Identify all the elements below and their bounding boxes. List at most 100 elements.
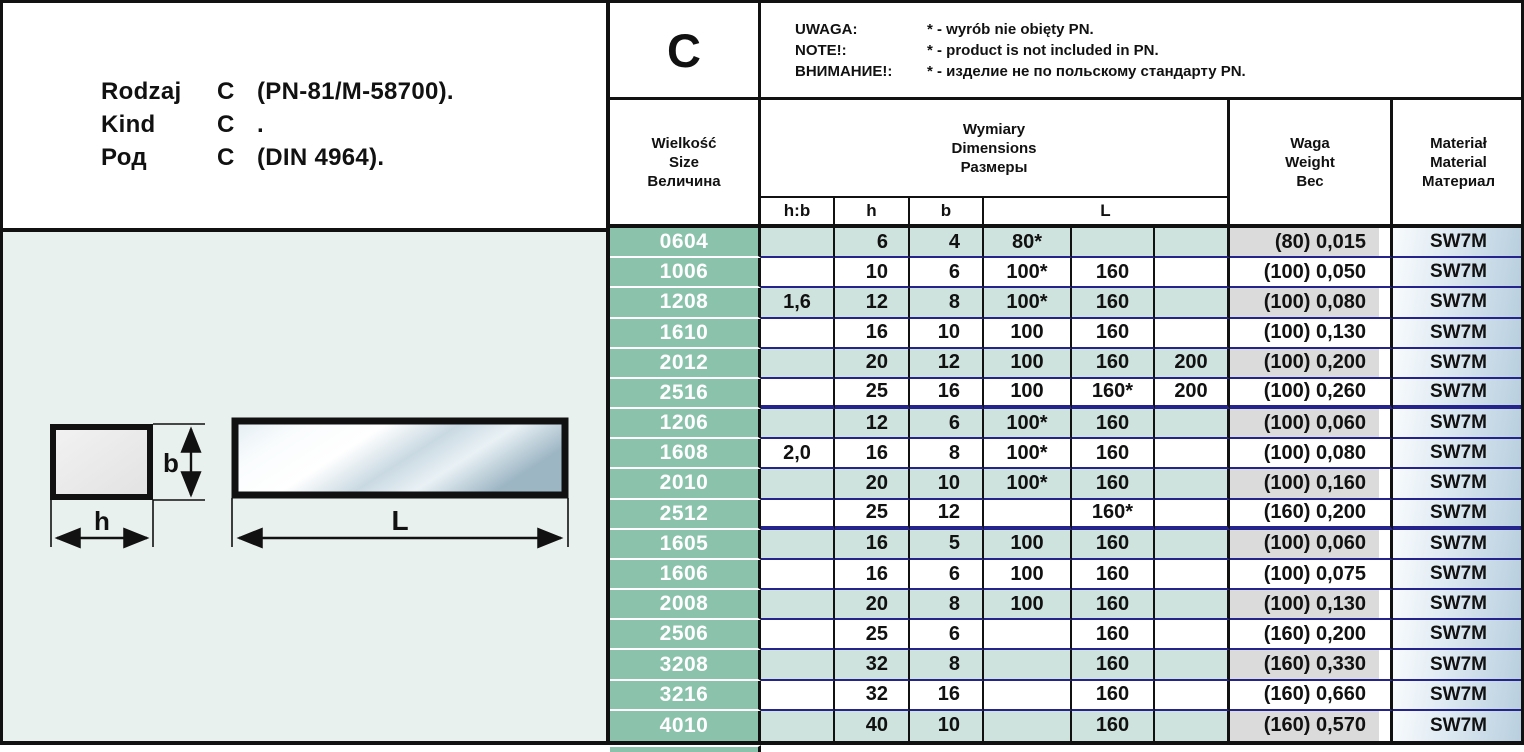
cell-size: 4010	[610, 710, 761, 741]
table-body: 0604 6 4 80* (80) 0,015 SW7M 1006 10 6 1…	[610, 228, 1524, 741]
cell-l1	[984, 499, 1072, 530]
cell-b: 10	[910, 318, 984, 349]
cell-l3	[1155, 228, 1230, 259]
cell-l3	[1155, 620, 1230, 651]
cell-l3	[1155, 258, 1230, 289]
cell-l1: 100*	[984, 469, 1072, 500]
cell-hb-ratio	[761, 469, 835, 500]
cell-l1: 100	[984, 529, 1072, 560]
cell-material: SW7M	[1393, 529, 1524, 560]
cell-l2: 160	[1072, 590, 1155, 621]
cell-h: 16	[835, 318, 910, 349]
cell-h: 32	[835, 680, 910, 711]
cell-b: 8	[910, 650, 984, 681]
note-text: * - изделие не по польскому стандарту PN…	[927, 62, 1246, 80]
subheader-b: b	[910, 198, 984, 228]
cell-hb-ratio	[761, 559, 835, 591]
cell-hb-ratio	[761, 348, 835, 379]
cell-weight: (160) 0,330	[1230, 650, 1393, 681]
cell-l2: 160	[1072, 348, 1155, 379]
title-line-russian: Род C (DIN 4964).	[101, 141, 606, 174]
cell-hb-ratio	[761, 258, 835, 289]
cell-hb-ratio	[761, 228, 835, 259]
note-line-polish: UWAGA: * - wyrób nie obięty PN.	[795, 19, 1094, 40]
cell-l3	[1155, 590, 1230, 621]
cell-hb-ratio	[761, 620, 835, 651]
title-standard: .	[257, 111, 264, 138]
cell-hb-ratio	[761, 318, 835, 349]
cell-material: SW7M	[1393, 710, 1524, 741]
cell-l2	[1072, 228, 1155, 259]
cell-l3: 200	[1155, 378, 1230, 410]
cell-hb-ratio	[761, 378, 835, 410]
cell-hb-ratio	[761, 710, 835, 741]
cell-size: 2008	[610, 590, 761, 621]
cell-b: 16	[910, 680, 984, 711]
cell-h: 20	[835, 590, 910, 621]
cell-h: 10	[835, 258, 910, 289]
cell-b: 10	[910, 469, 984, 500]
cell-material: SW7M	[1393, 620, 1524, 651]
dimension-diagram: b h L	[50, 417, 569, 549]
note-text: * - wyrób nie obięty PN.	[927, 20, 1094, 38]
cell-weight: (100) 0,080	[1230, 288, 1393, 319]
cell-material: SW7M	[1393, 409, 1524, 440]
cell-hb-ratio: 2,0	[761, 439, 835, 470]
cell-h: 16	[835, 559, 910, 591]
header-material: Materiał Material Материал	[1393, 100, 1524, 228]
cell-hb-ratio	[761, 680, 835, 711]
note-label: ВНИМАНИЕ!:	[795, 62, 893, 80]
cell-l1: 100	[984, 318, 1072, 349]
cell-l3	[1155, 318, 1230, 349]
cell-hb-ratio	[761, 529, 835, 560]
table-header: C UWAGA: * - wyrób nie obięty PN. NOTE!:…	[610, 3, 1524, 228]
cell-h: 20	[835, 469, 910, 500]
cell-h: 16	[835, 439, 910, 470]
cell-l3	[1155, 499, 1230, 530]
cell-weight: (100) 0,080	[1230, 439, 1393, 470]
cell-size: 1608	[610, 439, 761, 470]
cell-material: SW7M	[1393, 288, 1524, 319]
title-box: Rodzaj C (PN-81/M-58700). Kind C . Род C…	[0, 0, 610, 232]
cell-material: SW7M	[1393, 228, 1524, 259]
cell-weight: (100) 0,060	[1230, 529, 1393, 560]
cell-size: 1208	[610, 288, 761, 319]
header-size: Wielkość Size Величина	[610, 100, 761, 228]
cell-weight: (160) 0,200	[1230, 499, 1393, 530]
subheader-h: h	[835, 198, 910, 228]
title-label: Род	[101, 144, 147, 171]
cell-l1: 100	[984, 590, 1072, 621]
cell-hb-ratio	[761, 650, 835, 681]
cell-l2: 160	[1072, 650, 1155, 681]
cell-h: 32	[835, 650, 910, 681]
cell-size: 1610	[610, 318, 761, 349]
cell-l1	[984, 710, 1072, 741]
cell-b: 16	[910, 378, 984, 410]
cell-material: SW7M	[1393, 348, 1524, 379]
title-kind-letter: C	[217, 111, 235, 138]
cell-material: SW7M	[1393, 439, 1524, 470]
cell-l1	[984, 620, 1072, 651]
cell-l2: 160	[1072, 710, 1155, 741]
cell-material: SW7M	[1393, 318, 1524, 349]
cell-l1: 100*	[984, 258, 1072, 289]
cell-material: SW7M	[1393, 378, 1524, 410]
cell-material: SW7M	[1393, 559, 1524, 591]
cell-l2: 160	[1072, 409, 1155, 440]
cell-l2: 160	[1072, 258, 1155, 289]
cell-l1: 80*	[984, 228, 1072, 259]
cell-h: 25	[835, 378, 910, 410]
cell-l3	[1155, 710, 1230, 741]
cell-weight: (100) 0,130	[1230, 590, 1393, 621]
title-label: Rodzaj	[101, 78, 182, 105]
cell-size: 2512	[610, 499, 761, 530]
cell-b: 6	[910, 620, 984, 651]
cell-weight: (100) 0,260	[1230, 378, 1393, 410]
cell-l2: 160	[1072, 559, 1155, 591]
title-label: Kind	[101, 111, 156, 138]
cell-material: SW7M	[1393, 680, 1524, 711]
note-label: NOTE!:	[795, 41, 847, 59]
cell-b: 8	[910, 590, 984, 621]
cell-l3	[1155, 469, 1230, 500]
